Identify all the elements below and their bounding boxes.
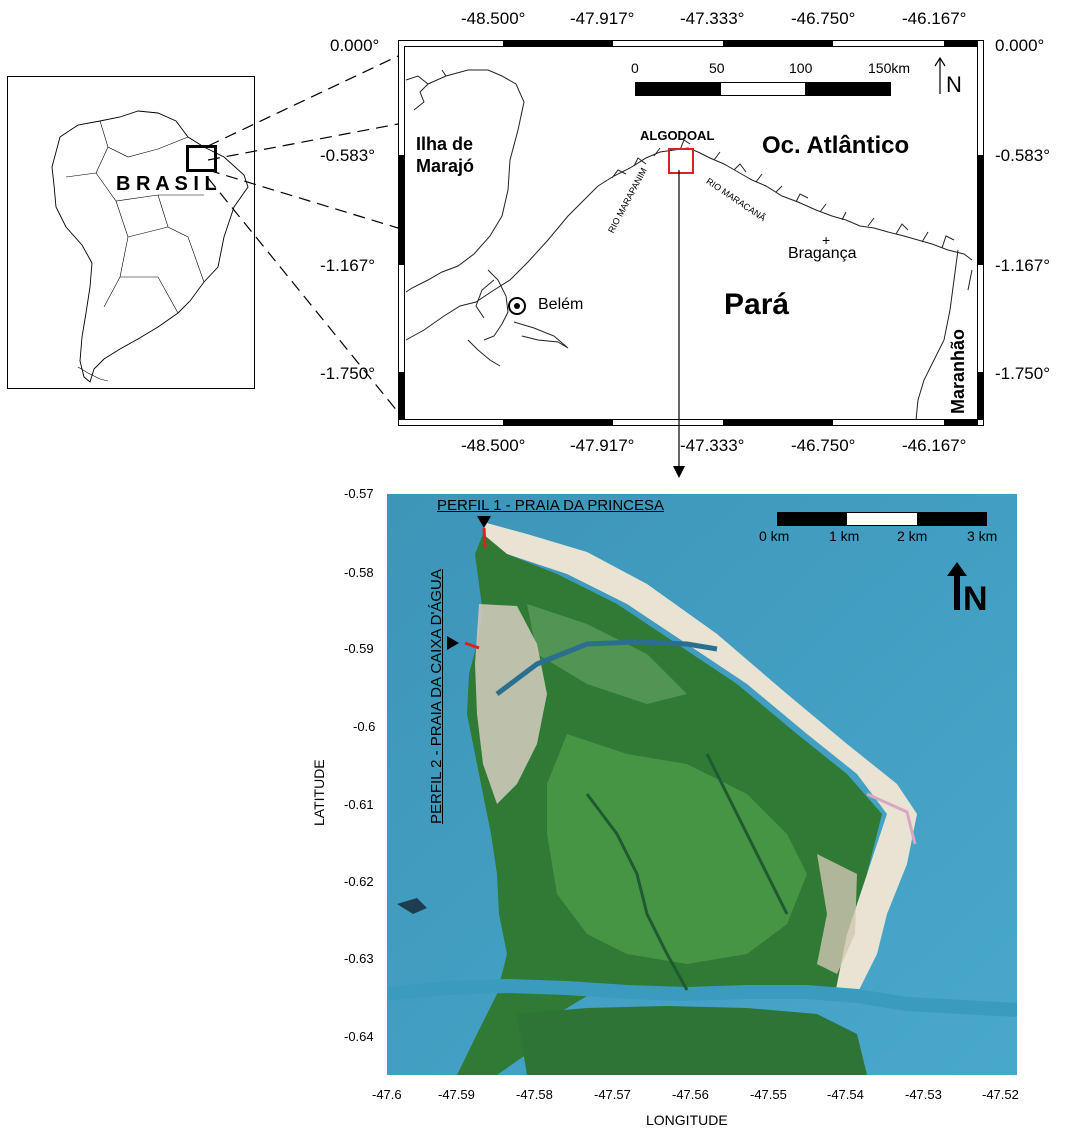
label-marajo: Marajó bbox=[416, 156, 475, 176]
right-lat-label-0: 0.000° bbox=[995, 36, 1045, 55]
algodoal-locator-box bbox=[668, 148, 694, 174]
top-lon-label-2: -47.333° bbox=[680, 9, 745, 28]
label-maranhao: Maranhão bbox=[948, 328, 968, 414]
left-lat-label-3: -1.750° bbox=[320, 364, 376, 383]
label-belem: Belém bbox=[538, 296, 584, 313]
bottom-lon-label-4: -46.167° bbox=[902, 436, 967, 455]
label-para: Pará bbox=[724, 288, 790, 321]
lat-tick-6: -0.63 bbox=[344, 951, 374, 966]
label-ilha-de: Ilha de bbox=[416, 134, 474, 154]
perfil2-label: PERFIL 2 - PRAIA DA CAIXA D'ÁGUA bbox=[428, 569, 445, 824]
bottom-lon-label-3: -46.750° bbox=[791, 436, 856, 455]
lat-tick-1: -0.58 bbox=[344, 565, 374, 580]
left-lat-label-2: -1.167° bbox=[320, 256, 376, 275]
lat-tick-5: -0.62 bbox=[344, 874, 374, 889]
inset-country-label: B R A S I L bbox=[116, 173, 217, 195]
detail-north-arrow-icon bbox=[947, 562, 967, 610]
algodoal-island-image bbox=[387, 494, 1017, 1075]
top-lon-label-1: -47.917° bbox=[570, 9, 635, 28]
right-lat-label-1: -0.583° bbox=[995, 146, 1051, 165]
lat-tick-4: -0.61 bbox=[344, 797, 374, 812]
lat-tick-7: -0.64 bbox=[344, 1029, 374, 1044]
bottom-lon-label-1: -47.917° bbox=[570, 436, 635, 455]
detail-north-label: N bbox=[963, 580, 988, 618]
top-lon-label-0: -48.500° bbox=[461, 9, 526, 28]
left-border-bar-1 bbox=[398, 155, 404, 265]
left-lat-label-0: 0.000° bbox=[330, 36, 380, 55]
lon-tick-4: -47.56 bbox=[672, 1087, 709, 1102]
bottom-lon-label-2: -47.333° bbox=[680, 436, 745, 455]
lon-tick-0: -47.6 bbox=[372, 1087, 402, 1102]
perfil1-marker-icon bbox=[477, 516, 491, 549]
detail-map: 0 km 1 km 2 km 3 km N bbox=[387, 494, 1017, 1075]
detail-xlabel: LONGITUDE bbox=[646, 1112, 728, 1128]
inset-locator-box bbox=[186, 145, 217, 172]
regional-coastline bbox=[405, 69, 973, 421]
lon-tick-6: -47.54 bbox=[827, 1087, 864, 1102]
top-lon-label-4: -46.167° bbox=[902, 9, 967, 28]
lon-tick-8: -47.52 bbox=[982, 1087, 1019, 1102]
perfil1-label: PERFIL 1 - PRAIA DA PRINCESA bbox=[437, 497, 665, 514]
lat-tick-2: -0.59 bbox=[344, 641, 374, 656]
label-ocean: Oc. Atlântico bbox=[762, 132, 910, 159]
label-algodoal: ALGODOAL bbox=[640, 128, 715, 143]
left-border-bar-2 bbox=[398, 372, 404, 420]
top-border-bar-2 bbox=[723, 40, 833, 46]
lon-tick-2: -47.58 bbox=[516, 1087, 553, 1102]
detail-scale-label-0: 0 km bbox=[759, 528, 790, 544]
top-lon-label-3: -46.750° bbox=[791, 9, 856, 28]
lon-tick-5: -47.55 bbox=[750, 1087, 787, 1102]
regional-north-arrow-icon bbox=[934, 56, 946, 94]
lon-tick-1: -47.59 bbox=[438, 1087, 475, 1102]
label-braganca-marker: + bbox=[822, 232, 831, 248]
inset-map: B R A S I L bbox=[7, 76, 255, 389]
perfil2-marker-icon bbox=[447, 636, 480, 650]
regional-map: 0 50 100 150km N Ilha de Marajó ALGODOAL… bbox=[398, 40, 984, 478]
detail-scale-label-1: 1 km bbox=[829, 528, 860, 544]
right-lat-label-3: -1.750° bbox=[995, 364, 1051, 383]
regional-map-inner-frame bbox=[404, 46, 978, 420]
lon-tick-7: -47.53 bbox=[905, 1087, 942, 1102]
detail-scale-bar bbox=[777, 512, 987, 526]
right-lat-label-2: -1.167° bbox=[995, 256, 1051, 275]
bottom-border-bar-3 bbox=[944, 420, 978, 426]
regional-scale-label-100: 100 bbox=[789, 60, 813, 76]
bottom-border-bar-2 bbox=[723, 420, 833, 426]
top-border-bar-3 bbox=[944, 40, 978, 46]
lon-tick-3: -47.57 bbox=[594, 1087, 631, 1102]
label-braganca: Bragança bbox=[788, 245, 857, 262]
south-america-outline bbox=[51, 110, 249, 383]
detail-ylabel: LATITUDE bbox=[311, 759, 327, 826]
lat-tick-3: -0.6 bbox=[353, 719, 376, 734]
bottom-border-bar-1 bbox=[503, 420, 613, 426]
right-border-bar-2 bbox=[978, 372, 984, 420]
zoom-arrow bbox=[673, 170, 685, 478]
regional-scale-label-150km: 150km bbox=[868, 60, 911, 76]
regional-scale-label-50: 50 bbox=[709, 60, 725, 76]
belem-marker-icon bbox=[508, 297, 526, 315]
regional-scale-label-0: 0 bbox=[631, 60, 639, 76]
detail-scale-label-2: 2 km bbox=[897, 528, 928, 544]
regional-north-label: N bbox=[946, 72, 962, 97]
detail-scale-label-3: 3 km bbox=[967, 528, 998, 544]
left-lat-label-1: -0.583° bbox=[320, 146, 376, 165]
right-border-bar-1 bbox=[978, 155, 984, 265]
lat-tick-0: -0.57 bbox=[344, 486, 374, 501]
bottom-lon-label-0: -48.500° bbox=[461, 436, 526, 455]
top-border-bar-1 bbox=[503, 40, 613, 46]
regional-scale-bar bbox=[635, 82, 891, 96]
